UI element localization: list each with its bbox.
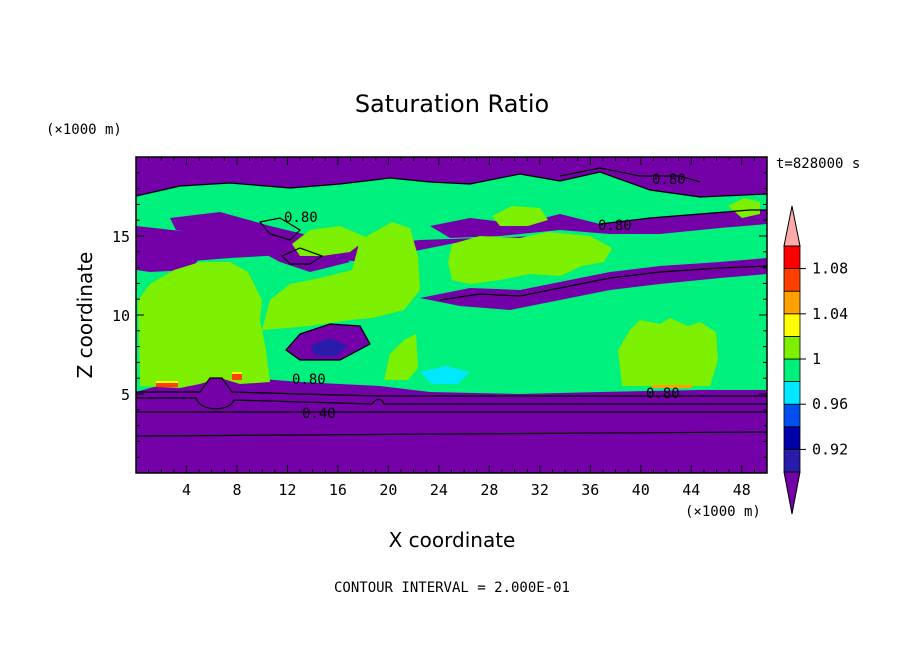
colorbar-label: 0.92 [812,440,848,458]
colorbar-segment [783,426,801,450]
colorbar-segment [783,358,801,383]
chart-title: Saturation Ratio [355,90,549,118]
cloud-region-right [618,318,718,386]
x-tick-label: 36 [581,481,599,499]
contour-line-0.80-lower [136,377,767,397]
orange-spot-1 [156,383,178,387]
colorbar-segment [783,290,801,315]
cloud-region-center-left [262,222,420,330]
cloud-region-small-top [728,198,760,218]
contour-line-upper-2 [599,209,767,225]
contour-line-0.60 [136,397,767,410]
colorbar-segment [783,313,801,337]
colorbar-label: 1 [812,350,821,368]
x-tick-label: 32 [531,481,549,499]
contour-label: 0.80 [292,372,326,388]
x-tick-label: 4 [182,481,191,499]
contour-label: 0.80 [284,210,318,226]
contour-line-0.20 [136,431,767,437]
cyan-patch [420,366,470,384]
cloud-region-upper-mid [292,226,368,256]
orange-spot-2 [232,374,242,380]
x-axis-title: X coordinate [389,528,516,552]
time-label: t=828000 s [776,156,860,172]
x-tick-label: 28 [480,481,498,499]
blue-patch-1 [310,338,348,356]
contour-line-upper-5 [280,247,324,265]
yellow-spot-1 [156,381,178,383]
contour-line-upper-1 [136,171,767,198]
y-tick-label: 10 [112,307,130,325]
y-axis-ticks: 5 10 15 [112,172,767,458]
purple-streak-1 [170,212,350,272]
x-tick-label: 44 [682,481,700,499]
colorbar: 0.92 0.96 1 1.04 1.08 [783,205,848,515]
colorbar-label: 0.96 [812,395,848,413]
x-tick-label: 12 [278,481,296,499]
cloud-region-small-mid [384,334,418,380]
colorbar-segment [783,245,801,270]
y-tick-label: 15 [112,228,130,246]
y-axis-title: Z coordinate [73,252,97,379]
x-unit-label: (×1000 m) [685,504,761,520]
contour-line-upper-4 [559,167,701,183]
y-unit-label: (×1000 m) [46,122,122,138]
y-tick-label: 5 [121,386,130,404]
x-tick-label: 16 [329,481,347,499]
contour-label-group: 0.80 0.80 0.80 0.80 0.80 0.40 [284,172,686,422]
contour-label: 0.80 [646,386,680,402]
yellow-spot-2 [232,372,242,374]
contour-line-streak [439,265,767,301]
colorbar-label: 1.04 [812,305,848,323]
x-tick-label: 20 [379,481,397,499]
x-axis-ticks: 4 8 12 16 20 24 28 32 36 40 44 48 [148,157,755,499]
purple-streak-2 [430,210,767,238]
contour-label: 0.40 [302,406,336,422]
cloud-region-left [138,262,270,388]
cloud-region-top-right [492,206,548,226]
orange-spot-3 [652,385,692,388]
colorbar-segment [783,381,801,405]
colorbar-segment [783,403,801,428]
colorbar-upper-triangle [783,205,801,247]
contour-label: 0.80 [652,172,686,188]
contour-line-mid [285,323,371,361]
colorbar-segment [783,335,801,360]
contour-label: 0.80 [598,218,632,234]
colorbar-label: 1.08 [812,260,848,278]
x-tick-label: 40 [632,481,650,499]
contour-interval-note: CONTOUR INTERVAL = 2.000E-01 [334,580,570,596]
x-tick-label: 48 [733,481,751,499]
x-tick-label: 8 [232,481,241,499]
x-tick-label: 24 [430,481,448,499]
colorbar-segment [783,268,801,292]
colorbar-segment [783,448,801,473]
colorbar-lower-triangle [783,471,801,515]
contour-line-upper-3 [258,217,301,241]
contour-field: 0.80 0.80 0.80 0.80 0.80 0.40 [136,157,767,473]
cloud-region-center [448,232,612,284]
